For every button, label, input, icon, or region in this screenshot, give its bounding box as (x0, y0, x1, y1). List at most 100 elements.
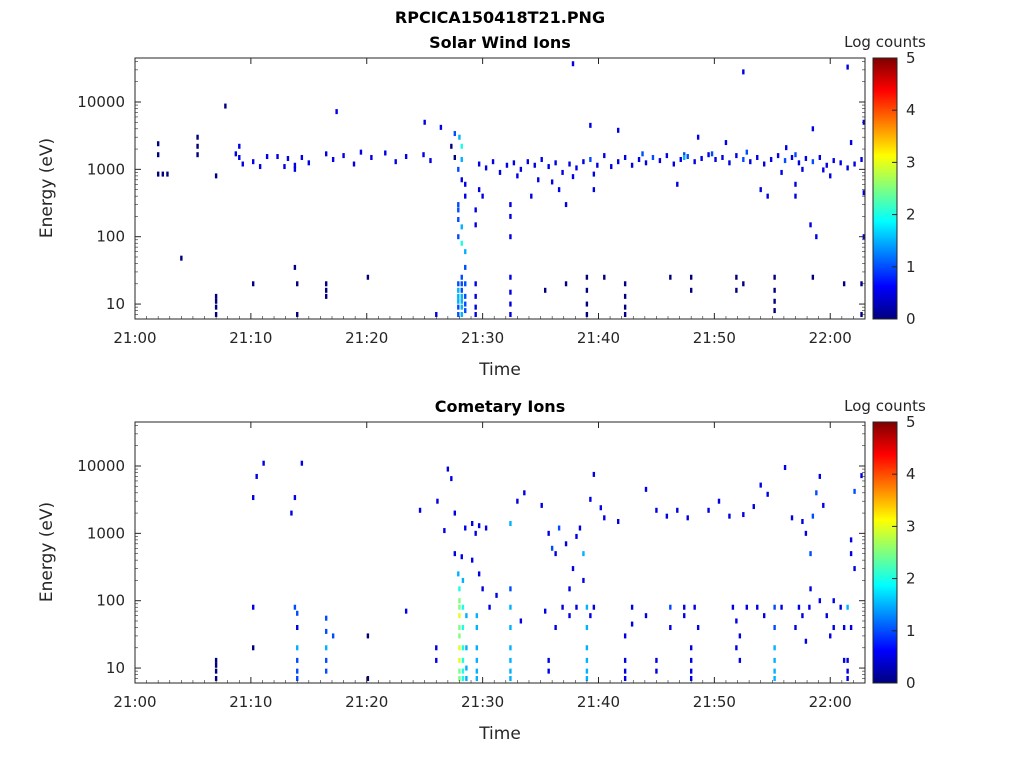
heatmap-cell (457, 166, 460, 172)
heatmap-cell (616, 518, 620, 524)
heatmap-cell (846, 668, 849, 674)
heatmap-cell (589, 122, 592, 128)
y-tick-label: 100 (96, 592, 125, 610)
heatmap-cell (477, 187, 481, 193)
heatmap-cell (460, 224, 463, 230)
y-axis-label-cometary: Energy (eV) (37, 502, 57, 602)
heatmap-cell (686, 154, 689, 160)
heatmap-cell (839, 160, 842, 166)
heatmap-cell (404, 154, 408, 160)
heatmap-cell (623, 154, 627, 160)
heatmap-cell (460, 157, 463, 163)
heatmap-cell (623, 633, 627, 639)
heatmap-cell (773, 668, 776, 674)
heatmap-cell (644, 160, 648, 166)
heatmap-cell (457, 293, 460, 299)
colorbar-tick-label: 3 (906, 517, 916, 535)
heatmap-cell (742, 512, 745, 518)
heatmap-cell (603, 274, 606, 280)
heatmap-cell (655, 507, 658, 513)
heatmap-cell (509, 604, 512, 610)
heatmap-cell (457, 287, 460, 293)
heatmap-cell (458, 645, 461, 651)
heatmap-cell (564, 281, 568, 287)
heatmap-cell (860, 473, 863, 479)
heatmap-cell (773, 675, 776, 681)
colorbar-tick-label: 1 (906, 622, 916, 640)
heatmap-cell (439, 124, 443, 130)
heatmap-cell (460, 177, 463, 183)
heatmap-cell (435, 311, 438, 317)
heatmap-cell (422, 152, 425, 158)
heatmap-cell (516, 173, 519, 179)
heatmap-cell (842, 281, 846, 287)
heatmap-cell (735, 618, 738, 624)
heatmap-cell (809, 586, 812, 592)
heatmap-cell (773, 625, 776, 631)
heatmap-cell (484, 525, 488, 531)
heatmap-cell (808, 604, 811, 610)
x-tick-label: 21:10 (229, 329, 272, 347)
heatmap-cell (829, 173, 832, 179)
heatmap-cell (780, 169, 783, 175)
heatmap-cell (457, 298, 460, 304)
heatmap-cell (526, 159, 530, 165)
heatmap-cell (166, 171, 169, 177)
heatmap-cell (849, 625, 853, 631)
heatmap-cell (324, 645, 328, 651)
heatmap-cell (785, 145, 788, 151)
x-tick-label: 21:30 (461, 693, 504, 711)
heatmap-cell (860, 311, 863, 317)
heatmap-cell (568, 613, 571, 619)
heatmap-cell (585, 625, 589, 631)
heatmap-cell (519, 618, 523, 624)
y-tick-label: 10 (106, 295, 125, 313)
heatmap-cell (342, 153, 345, 159)
heatmap-cell (457, 281, 460, 287)
heatmap-cell (458, 134, 461, 140)
colorbar-tick-label: 0 (906, 310, 916, 328)
heatmap-cell (745, 604, 749, 610)
heatmap-cell (766, 193, 769, 199)
heatmap-cell (293, 166, 297, 172)
heatmap-cell (509, 645, 512, 651)
heatmap-cell (300, 460, 304, 466)
heatmap-cell (509, 301, 512, 307)
heatmap-cell (474, 530, 477, 536)
colorbar-tick-label: 2 (906, 206, 916, 224)
heatmap-cell (811, 513, 815, 519)
heatmap-cell (474, 207, 477, 213)
heatmap-cell (696, 625, 700, 631)
heatmap-cell (516, 498, 519, 504)
heatmap-cell (474, 293, 477, 299)
colorbar-tick-label: 5 (906, 49, 916, 67)
heatmap-cells-cometary (214, 460, 863, 681)
y-tick-label: 10000 (77, 457, 125, 475)
heatmap-cell (475, 675, 479, 681)
heatmap-cell (293, 495, 297, 501)
heatmap-cell (461, 657, 465, 663)
heatmap-cell (214, 657, 218, 663)
heatmap-cell (458, 633, 461, 639)
heatmap-cell (460, 143, 463, 149)
heatmap-cell (540, 502, 543, 508)
heatmap-cell (384, 150, 387, 156)
heatmap-cell (676, 181, 679, 187)
heatmap-cell (324, 668, 328, 674)
heatmap-cell (825, 613, 828, 619)
heatmap-cell (423, 119, 426, 125)
heatmap-cell (453, 510, 457, 516)
heatmap-cell (366, 675, 370, 681)
heatmap-cell (780, 604, 783, 610)
x-axis-label-solar-wind: Time (478, 360, 521, 380)
heatmap-cell (296, 625, 299, 631)
heatmap-cell (523, 490, 526, 496)
heatmap-cell (731, 604, 735, 610)
heatmap-cell (324, 293, 328, 299)
heatmap-cell (509, 213, 512, 219)
heatmap-cell (461, 675, 465, 681)
heatmap-cell (832, 625, 835, 631)
heatmap-cell (293, 264, 297, 270)
plot-frame-cometary (134, 421, 866, 684)
heatmap-cell (582, 577, 585, 583)
